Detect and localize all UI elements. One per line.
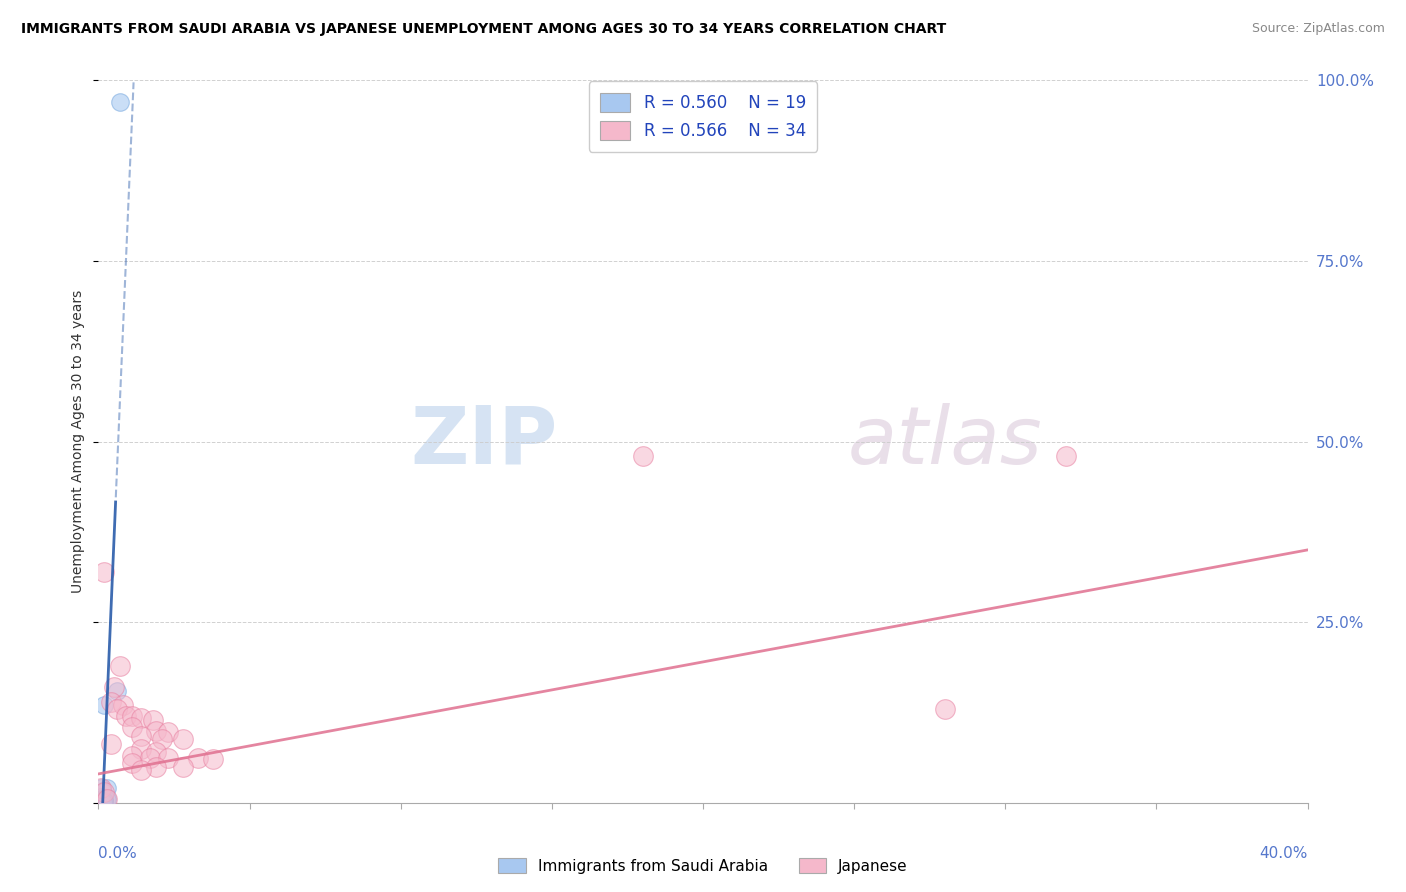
Point: [111, 698, 134, 713]
Point: [114, 709, 136, 723]
Point: [89, 793, 111, 807]
Point: [145, 760, 167, 774]
Point: [172, 732, 194, 747]
Text: 0.0%: 0.0%: [98, 847, 138, 861]
Text: 40.0%: 40.0%: [1260, 847, 1308, 861]
Point: [96, 792, 118, 806]
Point: [90, 781, 112, 796]
Point: [934, 702, 956, 716]
Point: [93, 785, 115, 799]
Legend: Immigrants from Saudi Arabia, Japanese: Immigrants from Saudi Arabia, Japanese: [492, 852, 914, 880]
Point: [100, 737, 122, 751]
Point: [91, 785, 114, 799]
Point: [156, 751, 179, 765]
Point: [93, 794, 115, 808]
Point: [108, 95, 131, 109]
Point: [96, 791, 118, 805]
Legend: R = 0.560    N = 19, R = 0.566    N = 34: R = 0.560 N = 19, R = 0.566 N = 34: [589, 81, 817, 152]
Point: [145, 723, 167, 738]
Point: [129, 764, 152, 778]
Point: [142, 713, 165, 727]
Point: [89, 794, 111, 808]
Point: [91, 795, 114, 809]
Point: [96, 781, 118, 796]
Point: [93, 698, 115, 713]
Text: ZIP: ZIP: [411, 402, 558, 481]
Point: [90, 794, 112, 808]
Point: [121, 748, 143, 763]
Point: [121, 720, 143, 734]
Point: [150, 732, 173, 747]
Point: [187, 751, 209, 765]
Point: [108, 658, 131, 673]
Point: [121, 756, 143, 770]
Point: [100, 695, 122, 709]
Point: [121, 709, 143, 723]
Point: [631, 449, 654, 463]
Point: [129, 729, 152, 743]
Point: [93, 565, 115, 579]
Point: [93, 792, 115, 806]
Point: [202, 752, 225, 766]
Point: [1054, 449, 1077, 463]
Text: atlas: atlas: [848, 402, 1043, 481]
Point: [90, 792, 112, 806]
Point: [105, 683, 128, 698]
Point: [156, 725, 179, 739]
Y-axis label: Unemployment Among Ages 30 to 34 years: Unemployment Among Ages 30 to 34 years: [72, 290, 86, 593]
Point: [145, 745, 167, 759]
Point: [96, 793, 118, 807]
Text: IMMIGRANTS FROM SAUDI ARABIA VS JAPANESE UNEMPLOYMENT AMONG AGES 30 TO 34 YEARS : IMMIGRANTS FROM SAUDI ARABIA VS JAPANESE…: [21, 22, 946, 37]
Point: [129, 741, 152, 756]
Point: [90, 794, 112, 808]
Point: [90, 781, 112, 796]
Point: [90, 790, 112, 805]
Point: [93, 794, 115, 808]
Point: [139, 751, 162, 765]
Point: [172, 760, 194, 774]
Text: Source: ZipAtlas.com: Source: ZipAtlas.com: [1251, 22, 1385, 36]
Point: [105, 702, 128, 716]
Point: [93, 790, 115, 805]
Point: [129, 710, 152, 724]
Point: [103, 680, 125, 694]
